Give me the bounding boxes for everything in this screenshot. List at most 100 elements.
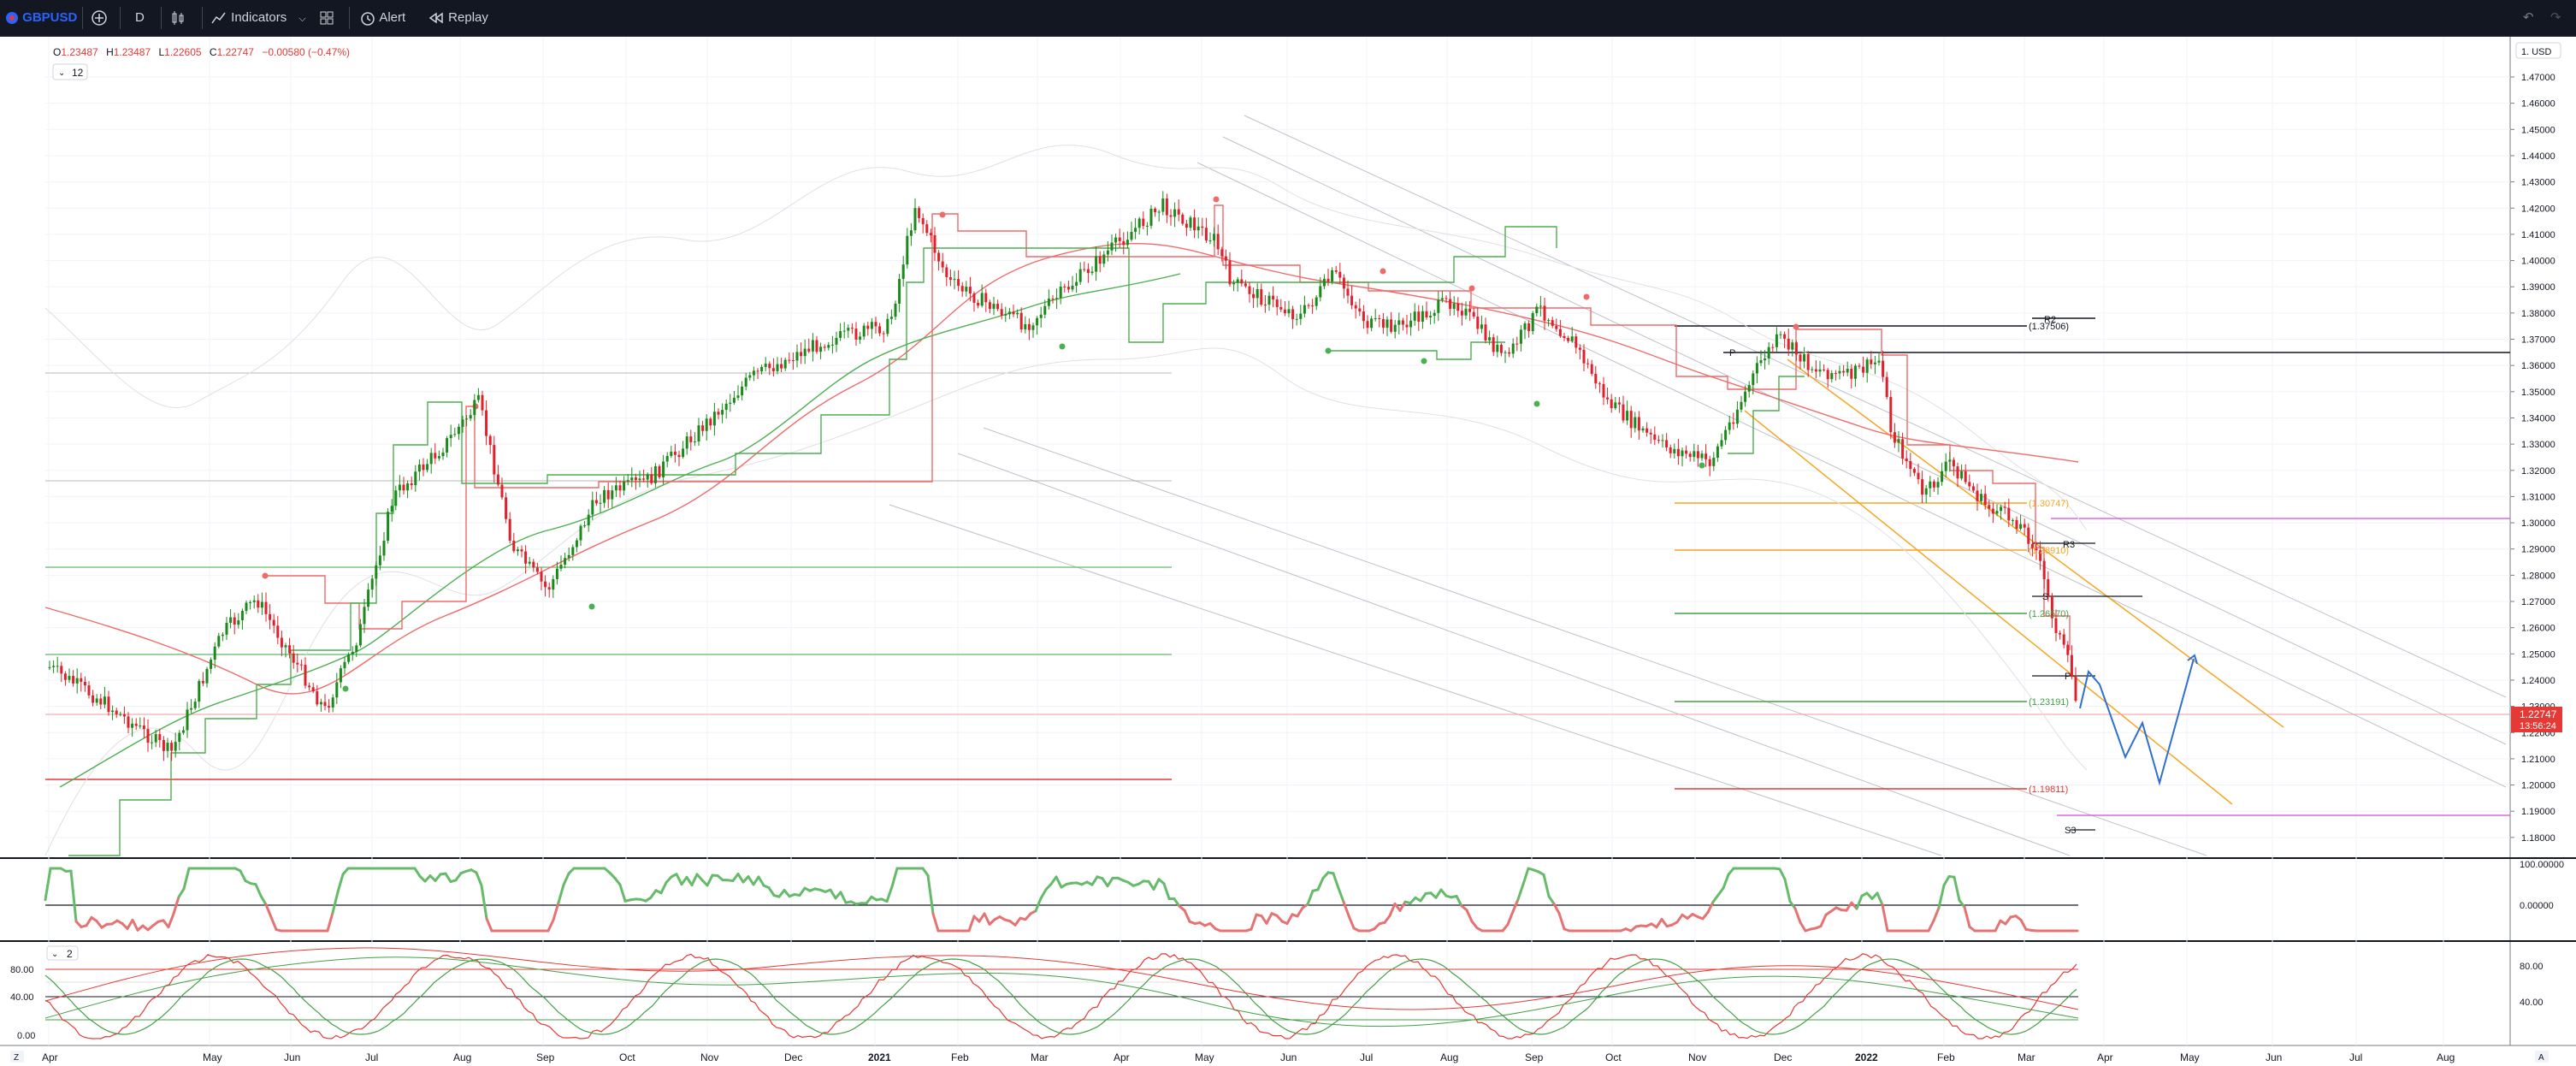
indicators-button[interactable]: Indicators ⌵ xyxy=(210,0,306,36)
indicators-icon xyxy=(211,12,226,24)
envelope-lower xyxy=(44,347,2088,856)
time-tick: Mar xyxy=(1031,1051,1049,1063)
indicators-label: Indicators xyxy=(231,10,287,25)
undo-button[interactable]: ↶ xyxy=(2523,0,2534,36)
time-tick: May xyxy=(203,1051,222,1063)
fib-trend-line xyxy=(1744,410,2233,805)
timezone-icon: Z xyxy=(14,1053,19,1063)
price-tick: 1.20000 xyxy=(2521,781,2555,791)
price-tick: 1.21000 xyxy=(2521,755,2555,765)
time-tick: 2021 xyxy=(868,1051,891,1063)
price-tick: 1.47000 xyxy=(2521,73,2555,83)
price-candles xyxy=(48,191,2077,761)
symbol-search[interactable]: GBPUSD xyxy=(5,0,77,36)
price-tick: 1.45000 xyxy=(2521,125,2555,135)
vertical-gridlines xyxy=(48,37,2444,1045)
horizontal-gridlines xyxy=(45,76,2510,838)
rsi-pane[interactable]: 100.00000 0.00000 xyxy=(44,860,2564,933)
time-tick: Dec xyxy=(784,1051,802,1063)
price-tick: 1.39000 xyxy=(2521,282,2555,293)
time-tick: Apr xyxy=(1114,1051,1130,1063)
alarm-clock-icon xyxy=(361,12,375,26)
forecast-arrow-icon xyxy=(2187,654,2198,665)
stochastic-slow-green xyxy=(44,956,2079,1028)
main-pane[interactable] xyxy=(45,37,2510,858)
stochastic-slow-red xyxy=(44,947,2079,1010)
low-label: L xyxy=(158,46,164,58)
s3-value: (1.19811) xyxy=(2029,785,2068,795)
time-tick: Jul xyxy=(365,1051,378,1063)
price-tick: 1.32000 xyxy=(2521,466,2555,477)
stochastic-toggle[interactable] xyxy=(46,945,79,961)
chevron-down-icon[interactable]: ⌵ xyxy=(298,14,306,24)
rsi-top-tick: 100.00000 xyxy=(2520,860,2564,870)
price-tick: 1.41000 xyxy=(2521,230,2555,240)
stochastic-k-line xyxy=(44,953,2077,1039)
countdown-value: 13:56:24 xyxy=(2520,721,2556,731)
time-tick: Mar xyxy=(2018,1051,2035,1063)
price-tick: 1.25000 xyxy=(2521,649,2555,660)
moving-average-red xyxy=(44,243,2079,695)
interval-button[interactable]: D xyxy=(135,10,145,25)
level-labels: R2 (1.37506) P (1.30747) (1.28910) (1.26… xyxy=(1729,315,2076,836)
supertrend-green xyxy=(68,226,1557,856)
redo-icon: ↷ xyxy=(2550,10,2561,25)
price-tick: 1.42000 xyxy=(2521,204,2555,214)
rsi-mid-tick: 0.00000 xyxy=(2520,901,2554,911)
price-tick: 1.19000 xyxy=(2521,807,2555,817)
indicators-toggle[interactable]: ⌄ 12 xyxy=(52,63,88,80)
supertrend-green-2 xyxy=(1326,341,1805,454)
price-tick: 1.36000 xyxy=(2521,361,2555,371)
time-axis[interactable]: Apr May Jun Jul Aug Sep Oct Nov Dec 2021 Feb Mar Apr… xyxy=(42,1051,2455,1063)
time-tick: Nov xyxy=(1688,1051,1706,1063)
r3-label: R3 xyxy=(2063,540,2075,550)
grid-icon xyxy=(320,11,334,25)
time-tick: Apr xyxy=(42,1051,58,1063)
pitchfork-channel xyxy=(889,115,2507,856)
price-tick: 1.35000 xyxy=(2521,388,2555,398)
replay-button[interactable]: Replay xyxy=(428,0,488,36)
top-toolbar: GBPUSD D Indicators ⌵ Alert Replay ↶ ↷ xyxy=(0,0,2576,37)
time-tick: Apr xyxy=(2097,1051,2113,1063)
moving-average-green xyxy=(59,273,1181,788)
price-tick: 1.40000 xyxy=(2521,257,2555,267)
price-tick: 1.27000 xyxy=(2521,597,2555,607)
price-tick: 1.34000 xyxy=(2521,413,2555,423)
compare-button[interactable] xyxy=(91,0,108,36)
time-tick: Jul xyxy=(2349,1051,2362,1063)
open-label: O xyxy=(53,46,61,58)
time-tick: Dec xyxy=(1774,1051,1792,1063)
time-tick: Nov xyxy=(700,1051,718,1063)
time-tick: May xyxy=(2180,1051,2200,1063)
close-label: C xyxy=(210,46,217,58)
candlestick-icon xyxy=(172,11,184,26)
stoch-tick-0: 0.00 xyxy=(17,1031,35,1041)
forecast-path xyxy=(2079,658,2195,786)
alert-button[interactable]: Alert xyxy=(359,0,405,36)
chart-type-button[interactable] xyxy=(169,0,186,36)
symbol-label: GBPUSD xyxy=(22,10,78,25)
bottom-corner-controls[interactable]: Z A xyxy=(10,1051,2549,1063)
price-axis[interactable]: 1. USD 1.47000 1.46000 1.45000 1.44000 1.430… xyxy=(2510,42,2562,844)
currency-selector[interactable] xyxy=(2515,42,2561,59)
price-tick: 1.24000 xyxy=(2521,676,2555,686)
replay-label: Replay xyxy=(448,10,488,25)
stoch-tick-80: 80.00 xyxy=(10,965,34,975)
time-tick: Aug xyxy=(453,1051,471,1063)
templates-button[interactable] xyxy=(318,0,335,36)
time-tick: Feb xyxy=(1937,1051,1955,1063)
time-tick: Sep xyxy=(1525,1051,1544,1063)
stochastic-pane[interactable]: ⌄ 2 80.00 40.00 0.00 80.00 40.00 xyxy=(10,945,2544,1041)
exchange-logo-icon xyxy=(6,12,18,25)
time-tick: Aug xyxy=(2437,1051,2455,1063)
high-value: 1.23487 xyxy=(114,46,151,58)
redo-button[interactable]: ↷ xyxy=(2550,0,2561,36)
last-price-marker xyxy=(2511,707,2562,732)
r2-value: (1.37506) xyxy=(2029,322,2069,332)
s1-value: (1.26570) xyxy=(2029,609,2069,619)
price-tick: 1.26000 xyxy=(2521,624,2555,634)
pivot-levels xyxy=(1675,317,2510,831)
price-tick: 1.43000 xyxy=(2521,178,2555,188)
currency-label: 1. USD xyxy=(2521,47,2552,57)
